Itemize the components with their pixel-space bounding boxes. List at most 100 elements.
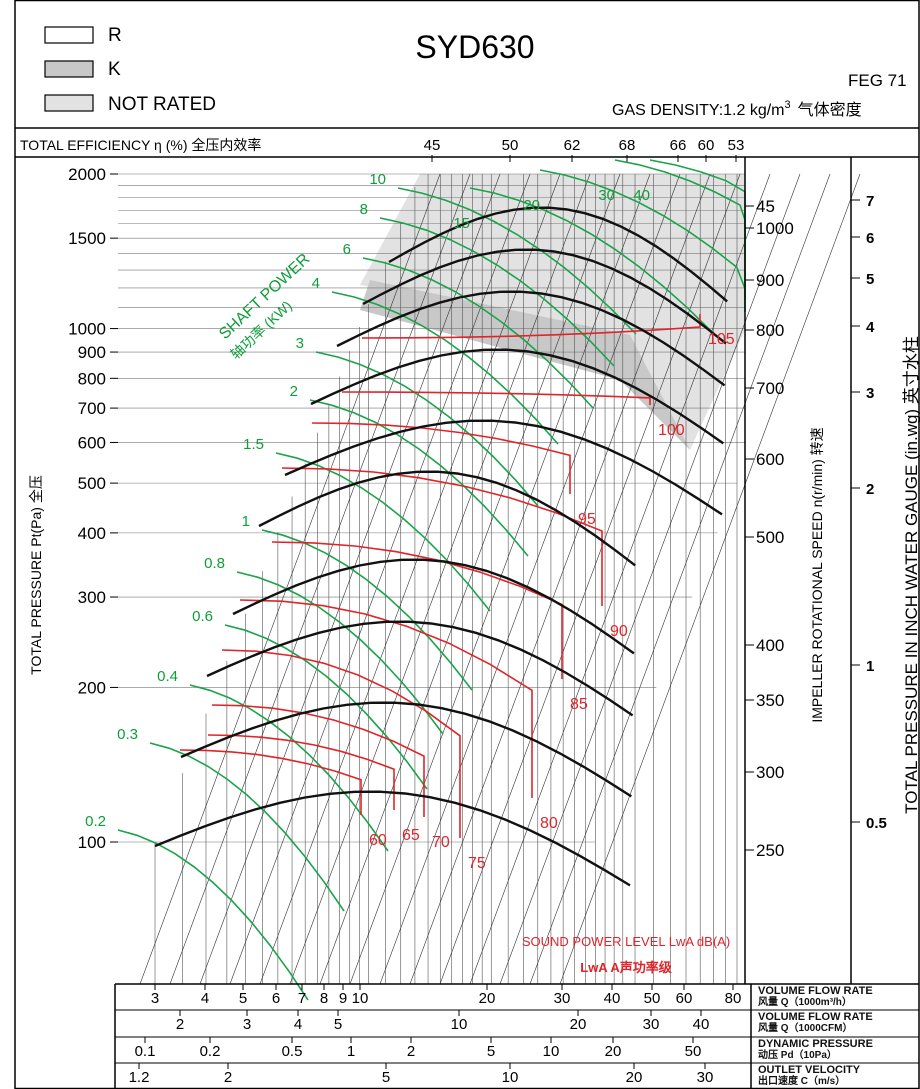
efficiency-tick-label: 62: [564, 137, 581, 154]
inwg-tick-label: 3: [866, 385, 874, 402]
speed-tick-label: 250: [756, 841, 784, 860]
efficiency-tick-label: 53: [728, 137, 745, 154]
shaft-power-value: 0.3: [117, 726, 138, 743]
shaft-power-value: 1.5: [243, 436, 264, 453]
speed-tick-label: 400: [756, 636, 784, 655]
scale-label: DYNAMIC PRESSURE: [758, 1038, 873, 1050]
y-tick-label: 700: [78, 399, 106, 418]
scale-label-cn: 风量 Q（1000m³/h）: [758, 995, 852, 1008]
scale-tick-label: 8: [320, 990, 328, 1007]
shaft-power-value: 0.2: [85, 813, 106, 830]
inwg-tick-label: 0.5: [866, 815, 887, 832]
shaft-power-curve: [236, 571, 444, 735]
sound-power-value: 105: [708, 331, 735, 348]
speed-curve: [388, 206, 728, 303]
speed-ticks: 45 1000 900 800 700 600 500 400 350 300 250: [745, 197, 794, 860]
scale-tick-label: 0.1: [135, 1043, 156, 1060]
shaft-power-curve: [261, 529, 473, 691]
efficiency-ticks: 45 50 62 68 66 60 53: [424, 137, 745, 162]
scale-label: OUTLET VELOCITY: [758, 1064, 861, 1076]
y-tick-label: 400: [78, 524, 106, 543]
scale-tick-label: 20: [626, 1069, 643, 1086]
scale-tick-label: 6: [272, 990, 280, 1007]
sound-power-curve: [179, 749, 362, 815]
scale-label: VOLUME FLOW RATE: [758, 985, 873, 997]
shaft-power-value: 20: [523, 197, 540, 214]
shaft-power-value: 10: [369, 171, 386, 188]
diagonal-gridline: [469, 173, 771, 985]
gas-density: GAS DENSITY:1.2 kg/m3 气体密度: [612, 99, 862, 119]
scale-tick-label: 80: [725, 990, 742, 1007]
y-tick-label: 500: [78, 474, 106, 493]
sound-power-value: 80: [540, 815, 558, 832]
diagonal-gridline: [139, 173, 441, 985]
speed-axis-label: IMPELLER ROTATIONAL SPEED n(r/min) 转速: [809, 427, 825, 722]
scale-tick-label: 7: [298, 990, 306, 1007]
shaft-power-value: 0.8: [204, 555, 225, 572]
sound-power-value: 75: [468, 855, 486, 872]
shaft-power-value: 0.4: [157, 668, 178, 685]
diagonal-gridline: [439, 173, 741, 985]
y-tick-label: 200: [78, 678, 106, 697]
speed-tick-label: 1000: [756, 219, 794, 238]
speed-tick-label: 300: [756, 763, 784, 782]
sound-power-value: 60: [369, 832, 387, 849]
y-tick-label: 600: [78, 433, 106, 452]
scale-tick-label: 50: [644, 990, 661, 1007]
sound-power-curve: [341, 391, 651, 405]
scale-tick-label: 50: [685, 1043, 702, 1060]
shaft-power-curve: [362, 257, 594, 409]
scale-tick-label: 10: [543, 1043, 560, 1060]
shaft-power-value: 15: [453, 215, 470, 232]
sound-power-curve: [221, 649, 461, 838]
diagonal-gridline: [379, 173, 681, 985]
inwg-tick-label: 4: [866, 319, 875, 336]
y-tick-label: 300: [78, 588, 106, 607]
efficiency-axis-label: TOTAL EFFICIENCY η (%) 全压内效率: [20, 137, 261, 153]
scale-tick-label: 30: [643, 1016, 660, 1033]
sound-power-value: 85: [570, 696, 588, 713]
sound-power-curve: [239, 599, 533, 798]
diagonal-gridline: [259, 173, 561, 985]
speed-tick-label: 45: [756, 197, 775, 216]
shaft-power-value: 8: [360, 201, 368, 218]
sound-power-curve: [311, 422, 571, 494]
speed-curve: [232, 558, 635, 655]
legend-label-k: K: [108, 59, 121, 80]
speed-tick-label: 600: [756, 450, 784, 469]
flow-gridlines: [154, 174, 738, 984]
shaft-power-curve: [331, 291, 559, 445]
diagonal-gridline: [289, 173, 591, 985]
scale-label-cn: 出口速度 C（m/s）: [758, 1074, 845, 1087]
scale-tick-label: 9: [339, 990, 347, 1007]
sound-power-value: 90: [610, 623, 628, 640]
legend-swatch-not-rated: [44, 94, 94, 112]
diagonal-gridline: [319, 173, 621, 985]
speed-curve: [310, 348, 724, 445]
shaft-power-curve: [397, 187, 637, 335]
sound-power-curves: [179, 314, 701, 838]
scale-label: VOLUME FLOW RATE: [758, 1011, 873, 1023]
speed-curves: [154, 206, 728, 887]
shaft-power-curve: [379, 217, 615, 367]
scale-tick-label: 3: [243, 1016, 251, 1033]
sound-power-label: SOUND POWER LEVEL LwA dB(A): [522, 934, 730, 949]
y-tick-label: 800: [78, 369, 106, 388]
scale-tick-label: 4: [201, 990, 209, 1007]
scale-tick-label: 20: [570, 1016, 587, 1033]
inwg-tick-label: 5: [866, 271, 874, 288]
inwg-axis-label: TOTAL PRESSURE IN INCH WATER GAUGE (in.w…: [902, 336, 920, 814]
y-axis-label: TOTAL PRESSURE Pt(Pa) 全压: [28, 475, 44, 675]
bottom-scales: 3 4 5 6 7 8 9 10 20 30 40 50 60 80 VOLUME FLOW RATE风量 …: [129, 984, 873, 1087]
scale-tick-label: 1.2: [129, 1069, 150, 1086]
sound-power-curve: [281, 467, 603, 606]
y-tick-label: 100: [78, 833, 106, 852]
scale-tick-label: 1: [347, 1043, 355, 1060]
scale-tick-label: 0.5: [282, 1043, 303, 1060]
inwg-tick-label: 2: [866, 481, 874, 498]
scale-tick-label: 20: [605, 1043, 622, 1060]
shaft-power-curves: [117, 159, 746, 1001]
speed-tick-label: 500: [756, 528, 784, 547]
y-tick-label: 2000: [68, 165, 106, 184]
